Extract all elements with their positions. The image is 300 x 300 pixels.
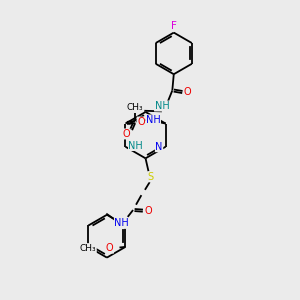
- Text: NH: NH: [128, 140, 143, 151]
- Text: O: O: [123, 129, 130, 139]
- Text: CH₃: CH₃: [126, 103, 143, 112]
- Text: NH: NH: [146, 115, 160, 125]
- Text: NH: NH: [154, 101, 169, 111]
- Text: O: O: [106, 243, 113, 253]
- Text: O: O: [184, 87, 192, 97]
- Text: F: F: [171, 21, 177, 31]
- Text: O: O: [137, 117, 145, 127]
- Text: O: O: [145, 206, 152, 216]
- Text: N: N: [155, 142, 163, 152]
- Text: S: S: [148, 172, 154, 182]
- Text: CH₃: CH₃: [80, 244, 96, 253]
- Text: NH: NH: [114, 218, 129, 228]
